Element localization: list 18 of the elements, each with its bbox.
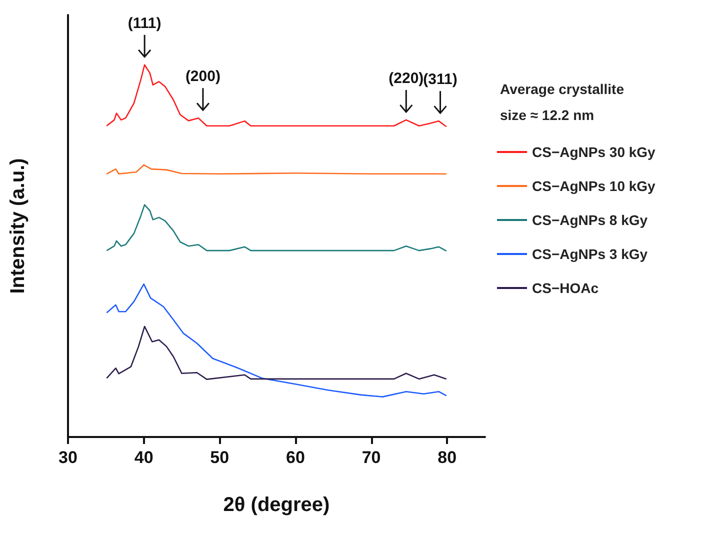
legend-label: CS−AgNPs 8 kGy	[532, 212, 648, 228]
x-tick-label: 50	[210, 448, 230, 467]
x-tick-label: 40	[134, 448, 154, 467]
x-tick-label: 80	[438, 448, 457, 467]
text: Average crystallite size ≈ 12.2 nm	[500, 81, 628, 123]
x-axis-title: 2θ (degree)	[223, 494, 330, 516]
legend-label: CS−AgNPs 10 kGy	[532, 178, 656, 194]
x-tick-label: 60	[286, 448, 305, 467]
legend-label: CS−HOAc	[532, 280, 599, 296]
y-axis-title: Intensity (a.u.)	[7, 158, 29, 294]
annotation: (111)	[128, 14, 162, 32]
x-tick-label: 30	[58, 448, 78, 467]
annotation: (220)	[388, 70, 424, 87]
legend-label: CS−AgNPs 30 kGy	[532, 144, 656, 160]
x-tick-label: 70	[362, 448, 381, 467]
annotation: (200)	[185, 68, 220, 86]
legend-label: CS−AgNPs 3 kGy	[532, 246, 648, 262]
annotation: (311)	[423, 71, 458, 88]
